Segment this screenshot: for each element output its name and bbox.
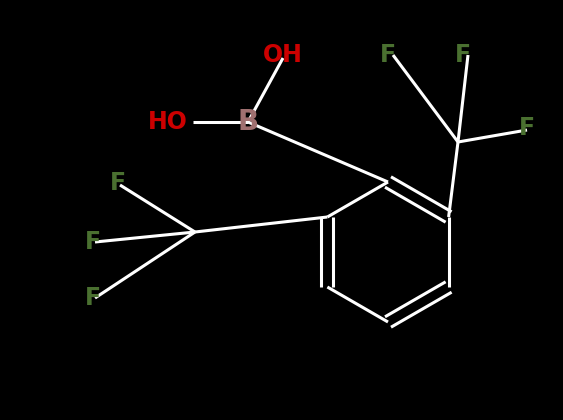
Text: B: B bbox=[238, 108, 258, 136]
Text: F: F bbox=[110, 171, 126, 195]
Text: F: F bbox=[455, 43, 471, 67]
Text: F: F bbox=[519, 116, 535, 140]
Text: HO: HO bbox=[148, 110, 188, 134]
Text: F: F bbox=[85, 230, 101, 254]
Text: OH: OH bbox=[263, 43, 303, 67]
Text: F: F bbox=[85, 286, 101, 310]
Text: F: F bbox=[380, 43, 396, 67]
